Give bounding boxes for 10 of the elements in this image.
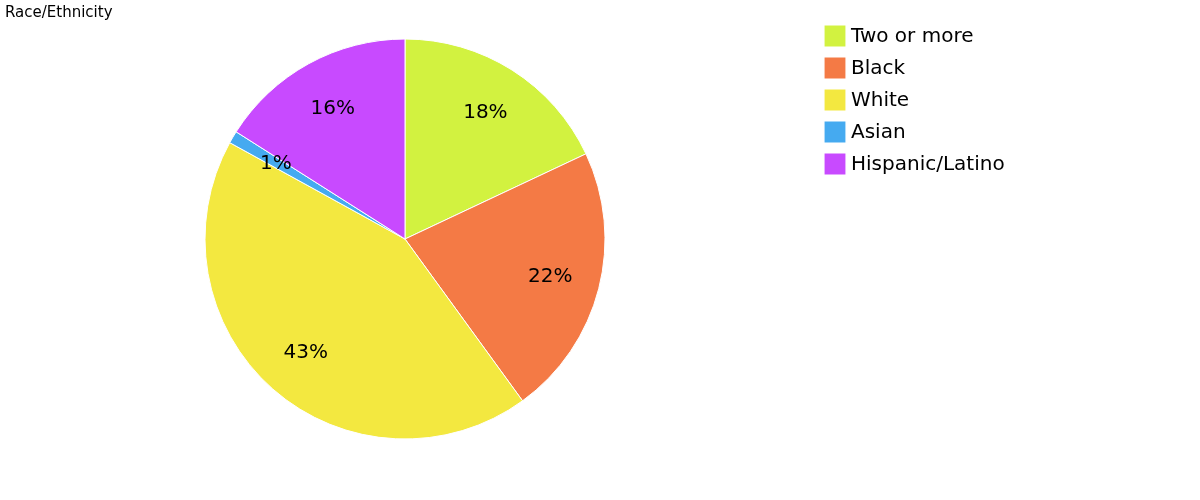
legend-label: Black bbox=[851, 55, 906, 79]
legend-label: White bbox=[851, 87, 910, 111]
data-label: 43% bbox=[283, 338, 329, 363]
legend-label: Two or more bbox=[850, 23, 974, 47]
text: Race/Ethnicity bbox=[5, 3, 113, 21]
legend-label: Hispanic/Latino bbox=[851, 151, 1005, 175]
data-label: 18% bbox=[463, 99, 508, 124]
data-label: 16% bbox=[310, 94, 355, 119]
data-label: 22% bbox=[528, 263, 573, 288]
legend-label: Asian bbox=[851, 119, 906, 143]
